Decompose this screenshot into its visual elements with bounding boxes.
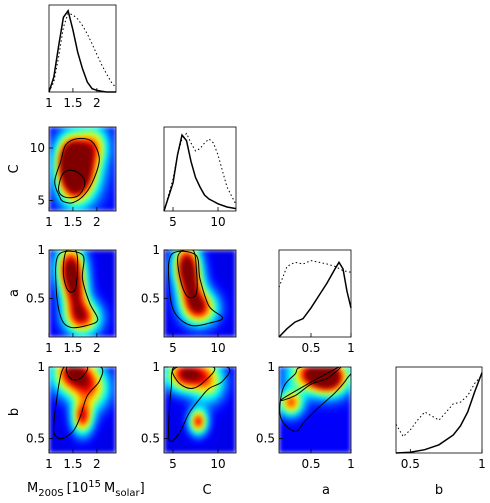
marginal-posterior-curve-b [395, 372, 483, 454]
marginal-posterior-curve-c [163, 133, 237, 212]
x-tick-label-m200s: 1 [45, 341, 53, 355]
x-tick-label-a: 1 [347, 457, 355, 471]
joint-panel-a-b-density [279, 367, 351, 453]
joint-panel-c-a-frame [163, 249, 237, 338]
x-tick-label-m200s: 1.5 [63, 341, 82, 355]
x-tick-label-m200s: 1.5 [63, 215, 82, 229]
joint-panel-m200s-b: 1 1.5 20.51 [26, 360, 117, 471]
x-tick-label-m200s: 2 [93, 457, 101, 471]
x-tick-label-c: 10 [210, 457, 225, 471]
x-tick-label-a: 1 [347, 341, 355, 355]
x-tick-label-m200s: 2 [93, 96, 101, 110]
x-tick-label-b: 0.5 [401, 457, 420, 471]
x-tick-label-m200s: 1 [45, 96, 53, 110]
joint-panel-a-b-contour-inner [280, 367, 342, 401]
marginal-c-frame [163, 126, 237, 212]
marginal-panel-m200s: 1 1.5 2 [45, 4, 117, 110]
joint-panel-a-b-frame [278, 366, 352, 454]
y-tick-label-b: 0.5 [141, 432, 160, 446]
marginal-b-frame [395, 366, 483, 454]
x-tick-label-m200s: 1.5 [63, 96, 82, 110]
marginal-posterior-curve-a [278, 260, 352, 338]
y-tick-label-a: 0.5 [141, 291, 160, 305]
joint-panel-m200s-b-frame [48, 366, 117, 454]
joint-panel-c-a: 5 10 0.5 1 [141, 243, 237, 355]
x-tick-label-c: 10 [210, 341, 225, 355]
joint-panel-m200s-c-density [49, 127, 116, 211]
joint-panel-m200s-c-contour-inner [58, 169, 86, 199]
marginal-panel-c: 5 10 [163, 126, 237, 229]
joint-panel-c-b-density [164, 367, 236, 453]
joint-panel-m200s-c-frame [48, 126, 117, 212]
joint-panel-c-b-frame [163, 366, 237, 454]
joint-panel-m200s-a: 1 1.5 2 0.5 1 [26, 243, 117, 355]
marginal-panel-a: 0.5 1 [278, 249, 355, 355]
y-tick-label-b: 0.5 [26, 432, 45, 446]
joint-panel-a-b-contour-outer [279, 367, 351, 433]
y-tick-label-b: 1 [37, 360, 45, 374]
marginal-prior-curve-m200s [48, 12, 117, 93]
y-tick-label-a: 1 [37, 243, 45, 257]
x-tick-label-c: 5 [169, 215, 177, 229]
x-tick-label-m200s: 1.5 [63, 457, 82, 471]
ylabel-a: a [7, 289, 22, 297]
y-tick-label-b: 1 [267, 360, 275, 374]
y-tick-label-a: 1 [152, 243, 160, 257]
joint-panel-m200s-a-frame [48, 249, 117, 338]
joint-panel-m200s-c: 1 1.5 2 5 10 [30, 126, 117, 229]
ylabel-b: b [7, 408, 22, 416]
x-tick-label-m200s: 1 [45, 457, 53, 471]
joint-panel-m200s-a-contour-outer [55, 250, 99, 329]
xlabel-a: a [322, 483, 330, 498]
joint-panel-m200s-b-contour-inner [65, 367, 89, 381]
xlabel-b: b [435, 483, 443, 498]
x-tick-label-m200s: 2 [93, 215, 101, 229]
joint-panel-a-b: 0.5 1 0.5 1 [256, 360, 355, 471]
x-tick-label-c: 5 [169, 457, 177, 471]
marginal-prior-curve-a [278, 260, 352, 288]
x-tick-label-m200s: 1 [45, 215, 53, 229]
xlabel-m200s: M200S [1015 Msolar] [27, 479, 145, 499]
x-tick-label-c: 10 [210, 215, 225, 229]
joint-panel-c-b-contour-inner [171, 367, 216, 390]
joint-panel-m200s-a-contour-inner [62, 250, 79, 293]
marginal-a-frame [278, 249, 352, 338]
y-tick-label-b: 0.5 [256, 432, 275, 446]
joint-panel-m200s-b-contour-outer [53, 367, 104, 440]
joint-panel-c-b: 5 10 0.5 1 [141, 360, 237, 471]
y-tick-label-a: 0.5 [26, 291, 45, 305]
joint-panel-m200s-c-contour-outer [54, 137, 100, 204]
xlabel-c: C [202, 483, 211, 498]
joint-panel-m200s-a-density [49, 250, 116, 337]
x-tick-label-b: 1 [478, 457, 486, 471]
x-tick-label-m200s: 2 [93, 341, 101, 355]
joint-panel-c-a-contour-inner [177, 250, 198, 299]
y-tick-label-c: 10 [30, 141, 45, 155]
marginal-m200s-frame [48, 4, 117, 93]
marginal-posterior-curve-m200s [48, 8, 116, 93]
y-tick-label-b: 1 [152, 360, 160, 374]
y-tick-label-c: 5 [37, 194, 45, 208]
x-tick-label-c: 5 [169, 341, 177, 355]
joint-panel-c-a-density [164, 250, 236, 337]
x-tick-label-a: 0.5 [301, 457, 320, 471]
joint-panel-c-a-contour-outer [167, 250, 223, 327]
ylabel-c: C [7, 164, 22, 173]
x-tick-label-a: 0.5 [301, 341, 320, 355]
marginal-panel-b: 0.5 1 [395, 366, 486, 471]
